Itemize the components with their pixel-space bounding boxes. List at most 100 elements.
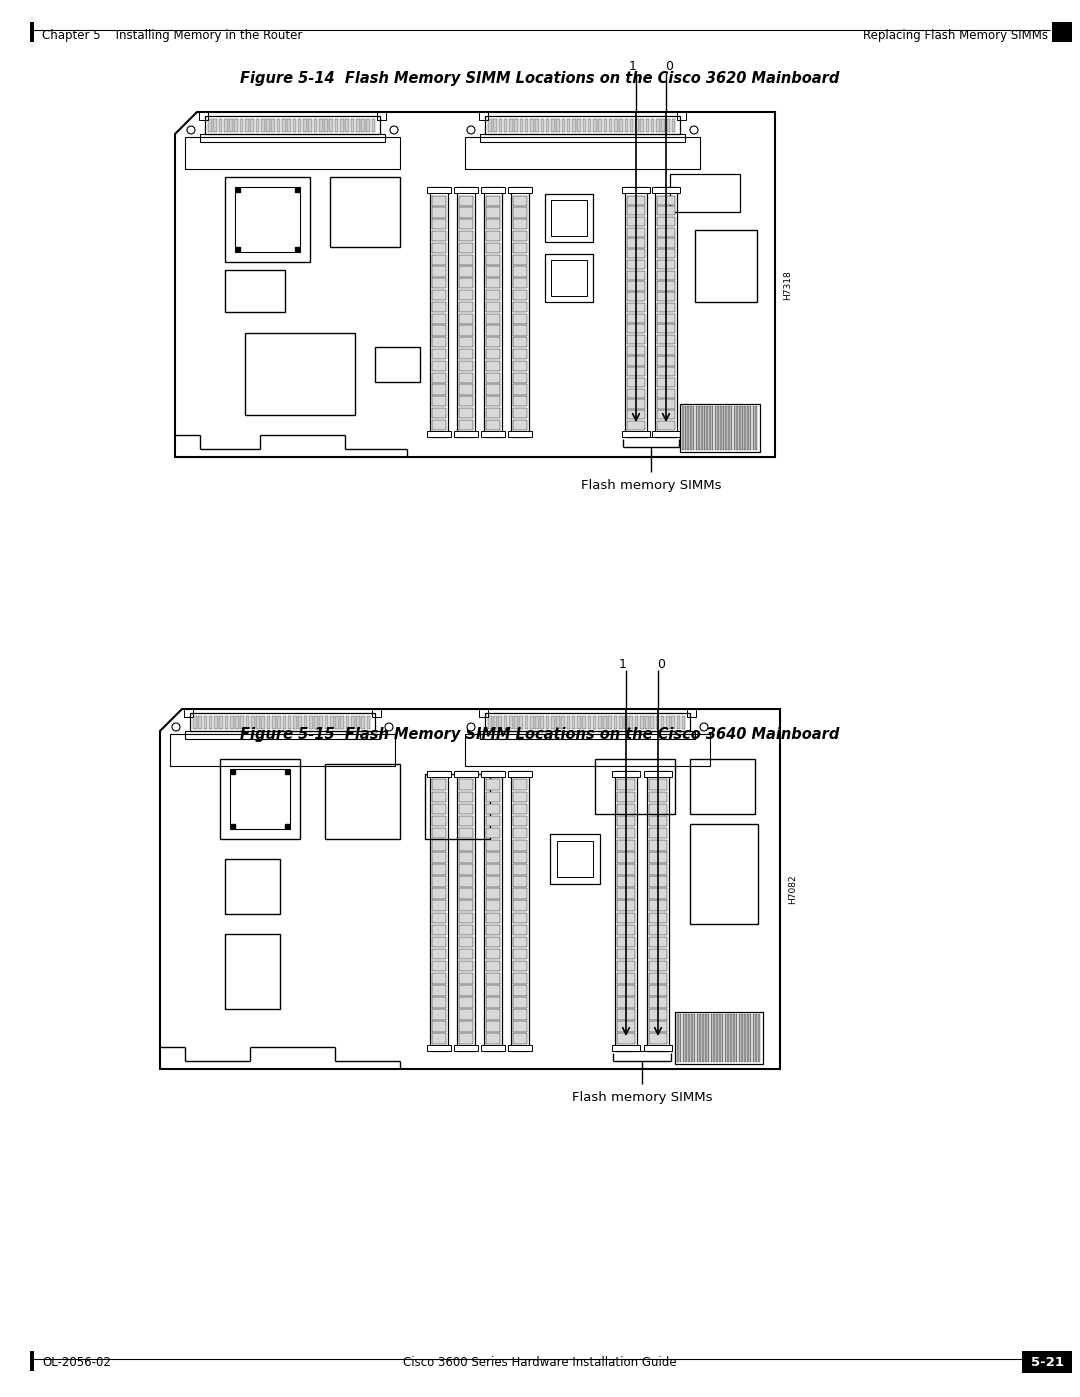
Bar <box>649 828 667 838</box>
Bar <box>624 119 629 131</box>
Bar <box>652 187 680 193</box>
Bar <box>454 187 478 193</box>
Bar <box>617 985 635 996</box>
Bar <box>454 771 478 777</box>
Bar <box>675 1011 762 1065</box>
Bar <box>266 119 270 131</box>
Bar <box>486 780 500 791</box>
Bar <box>335 119 338 131</box>
Bar <box>486 972 500 983</box>
Bar <box>503 119 508 131</box>
Bar <box>432 876 446 887</box>
Bar <box>556 717 559 729</box>
Bar <box>728 407 730 450</box>
Bar <box>511 187 529 437</box>
Bar <box>459 840 473 851</box>
Bar <box>486 852 500 862</box>
Bar <box>432 961 446 971</box>
Bar <box>486 397 500 407</box>
Bar <box>459 816 473 827</box>
Bar <box>513 278 527 288</box>
Bar <box>208 717 213 729</box>
Bar <box>432 419 446 430</box>
Bar <box>617 949 635 960</box>
Bar <box>287 717 292 729</box>
Bar <box>486 196 500 205</box>
Bar <box>256 717 260 729</box>
Polygon shape <box>160 710 780 1069</box>
Bar <box>657 217 675 226</box>
Bar <box>617 1009 635 1020</box>
Bar <box>513 888 527 898</box>
Bar <box>245 717 249 729</box>
Bar <box>513 840 527 851</box>
Bar <box>320 717 323 729</box>
Bar <box>513 852 527 862</box>
Bar <box>617 780 635 791</box>
Bar <box>755 1014 757 1062</box>
Bar <box>513 949 527 960</box>
Bar <box>235 717 239 729</box>
Bar <box>530 119 534 131</box>
Bar <box>545 717 550 729</box>
Bar <box>688 1014 690 1062</box>
Bar <box>465 733 710 766</box>
Bar <box>609 119 612 131</box>
Bar <box>486 865 500 875</box>
Bar <box>432 985 446 996</box>
Text: Chapter 5    Installing Memory in the Router: Chapter 5 Installing Memory in the Route… <box>42 28 302 42</box>
Bar <box>245 119 248 131</box>
Bar <box>459 901 473 911</box>
Bar <box>627 228 645 237</box>
Bar <box>514 119 518 131</box>
Bar <box>513 780 527 791</box>
Bar <box>486 207 500 218</box>
Bar <box>432 803 446 814</box>
Bar <box>486 792 500 802</box>
Bar <box>234 119 238 131</box>
Bar <box>430 771 448 1051</box>
Bar <box>513 384 527 394</box>
Bar <box>459 267 473 277</box>
Bar <box>486 901 500 911</box>
Bar <box>170 733 395 766</box>
Bar <box>309 717 312 729</box>
Bar <box>513 925 527 935</box>
Bar <box>657 260 675 270</box>
Bar <box>617 1021 635 1032</box>
Bar <box>324 119 328 131</box>
Bar <box>571 717 576 729</box>
Bar <box>654 187 677 437</box>
Bar <box>508 1045 532 1051</box>
Bar <box>627 292 645 302</box>
Bar <box>513 876 527 887</box>
Bar <box>220 759 300 840</box>
Bar <box>459 291 473 300</box>
Bar <box>519 717 523 729</box>
Bar <box>459 337 473 348</box>
Bar <box>657 335 675 344</box>
Bar <box>562 717 565 729</box>
Bar <box>513 207 527 218</box>
Bar <box>630 717 633 729</box>
Bar <box>615 771 637 1051</box>
Bar <box>432 792 446 802</box>
Bar <box>679 1014 681 1062</box>
Bar <box>513 408 527 418</box>
Bar <box>617 888 635 898</box>
Bar <box>714 1014 715 1062</box>
Bar <box>617 803 635 814</box>
Bar <box>680 404 760 453</box>
Bar <box>432 997 446 1007</box>
Bar <box>508 187 532 193</box>
Bar <box>617 876 635 887</box>
Bar <box>329 717 334 729</box>
Bar <box>647 771 669 1051</box>
Bar <box>617 828 635 838</box>
Bar <box>508 771 532 777</box>
Text: OL-2056-02: OL-2056-02 <box>42 1356 111 1369</box>
Bar <box>481 1045 505 1051</box>
Bar <box>688 407 689 450</box>
Bar <box>657 420 675 430</box>
Bar <box>730 1014 732 1062</box>
